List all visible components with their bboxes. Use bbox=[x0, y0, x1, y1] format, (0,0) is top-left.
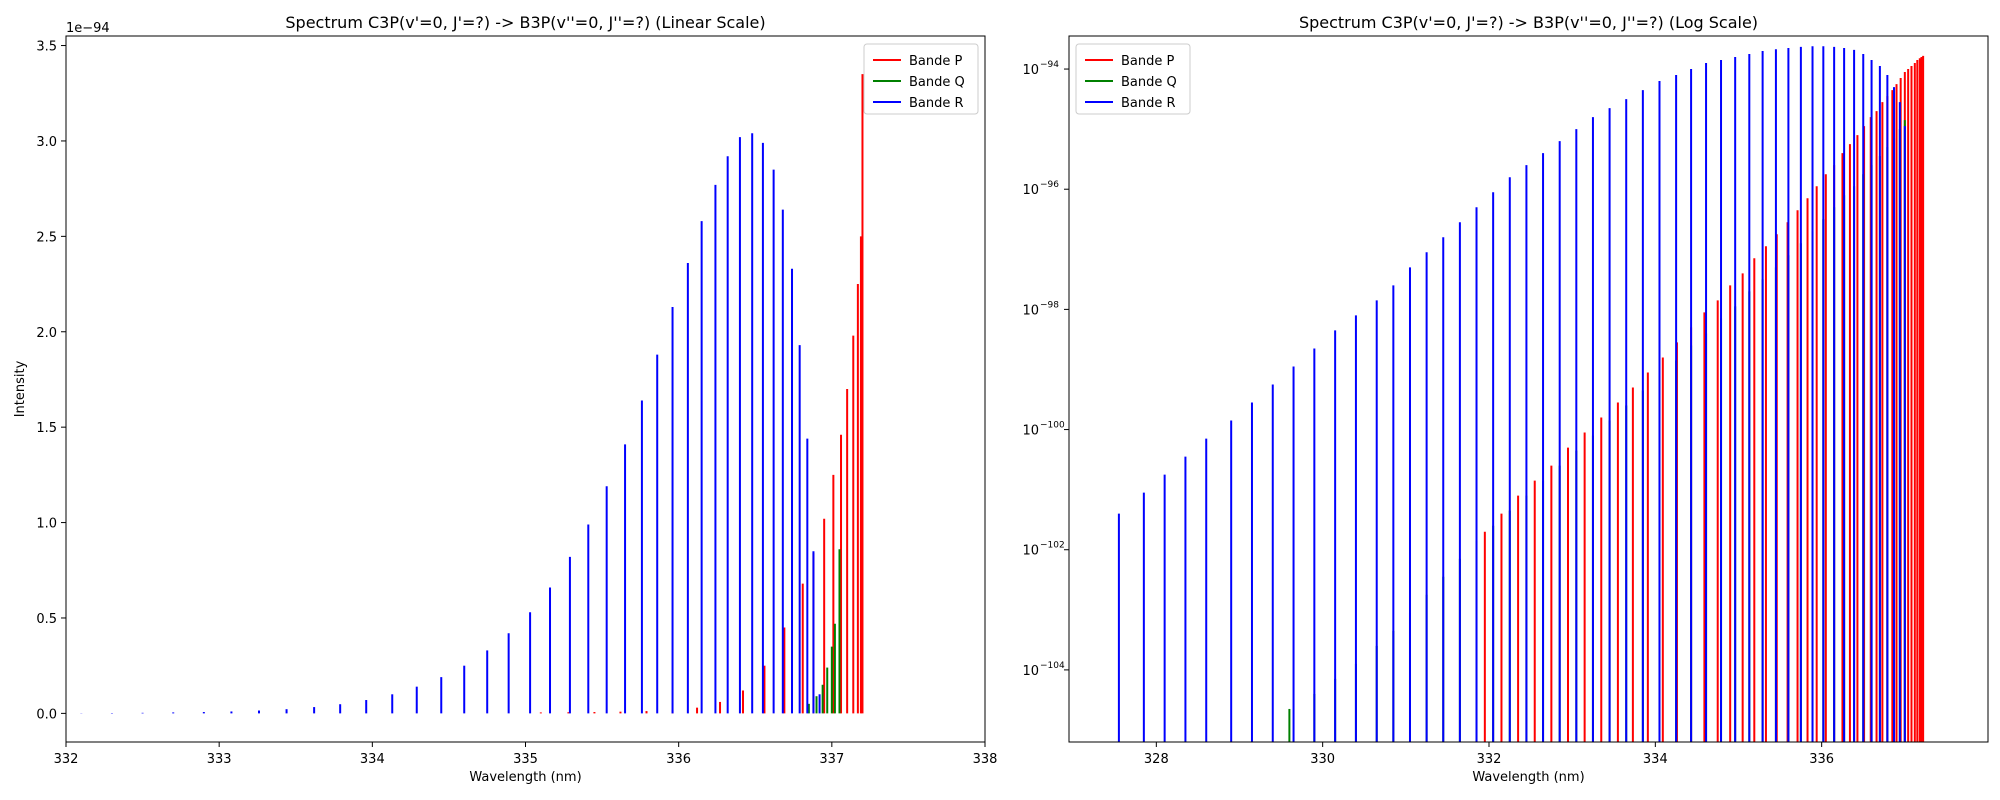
y-tick-label: 10 bbox=[1022, 544, 1039, 559]
x-tick-label: 338 bbox=[973, 752, 998, 767]
y-tick-label: 2.0 bbox=[36, 326, 57, 341]
x-axis-label: Wavelength (nm) bbox=[469, 770, 581, 785]
series-bande-r bbox=[80, 133, 821, 714]
y-tick-label: 0.5 bbox=[36, 612, 57, 627]
plot-area bbox=[66, 36, 985, 742]
y-tick-label: 10 bbox=[1022, 424, 1039, 439]
x-tick-label: 336 bbox=[666, 752, 691, 767]
x-tick-label: 336 bbox=[1809, 752, 1834, 767]
y-tick-exponent: −102 bbox=[1040, 541, 1065, 551]
y-tick-exponent: −96 bbox=[1040, 180, 1059, 190]
y-tick-label: 1.5 bbox=[36, 421, 57, 436]
legend-box bbox=[1075, 43, 1191, 115]
plot-frame bbox=[1068, 35, 1989, 743]
y-tick-label: 1.0 bbox=[36, 517, 57, 532]
x-tick-label: 328 bbox=[1144, 752, 1169, 767]
legend: Bande P Bande Q Bande R bbox=[863, 43, 979, 115]
x-tick-label: 335 bbox=[513, 752, 538, 767]
y-tick-label: 2.5 bbox=[36, 230, 57, 245]
y-tick-label: 0.0 bbox=[36, 707, 57, 722]
chart-title: Spectrum C3P(v'=0, J'=?) -> B3P(v''=0, J… bbox=[1299, 13, 1758, 32]
legend-label: Bande P bbox=[909, 54, 963, 69]
legend-label: Bande R bbox=[909, 96, 964, 111]
x-tick-label: 337 bbox=[819, 752, 844, 767]
x-axis-label: Wavelength (nm) bbox=[1472, 770, 1584, 785]
chart-title: Spectrum C3P(v'=0, J'=?) -> B3P(v''=0, J… bbox=[285, 13, 765, 32]
y-tick-label: 10 bbox=[1022, 63, 1039, 78]
legend: Bande P Bande Q Bande R bbox=[1075, 43, 1191, 115]
chart-panel-1: 332 333 334 335 336 337 338 0.0 0.5 1.0 1.5 2.0 2.5 3… bbox=[13, 13, 997, 785]
x-tick-label: 330 bbox=[1310, 752, 1335, 767]
series-group bbox=[1117, 46, 1925, 742]
y-offset-label: 1e−94 bbox=[66, 21, 110, 36]
series-bande-p bbox=[539, 74, 864, 714]
x-tick-label: 332 bbox=[54, 752, 79, 767]
series-bande-r bbox=[1117, 46, 1906, 742]
y-tick-label: 3.5 bbox=[36, 40, 57, 55]
legend-label: Bande R bbox=[1121, 96, 1176, 111]
y-tick-label: 10 bbox=[1022, 303, 1039, 318]
legend-label: Bande P bbox=[1121, 54, 1175, 69]
legend-label: Bande Q bbox=[1121, 75, 1177, 90]
x-tick-label: 333 bbox=[207, 752, 232, 767]
legend-box bbox=[863, 43, 979, 115]
y-tick-label: 3.0 bbox=[36, 135, 57, 150]
y-tick-label: 10 bbox=[1022, 183, 1039, 198]
y-tick-exponent: −104 bbox=[1040, 661, 1065, 671]
y-axis-label: Intensity bbox=[13, 360, 28, 417]
series-bande-q bbox=[807, 549, 841, 714]
x-tick-label: 334 bbox=[360, 752, 385, 767]
y-tick-exponent: −94 bbox=[1040, 60, 1059, 70]
x-tick-label: 334 bbox=[1643, 752, 1668, 767]
y-tick-exponent: −98 bbox=[1040, 300, 1059, 310]
y-tick-label: 10 bbox=[1022, 664, 1039, 679]
series-group bbox=[80, 74, 864, 714]
legend-label: Bande Q bbox=[909, 75, 965, 90]
y-tick-exponent: −100 bbox=[1040, 421, 1065, 431]
x-tick-label: 332 bbox=[1477, 752, 1502, 767]
